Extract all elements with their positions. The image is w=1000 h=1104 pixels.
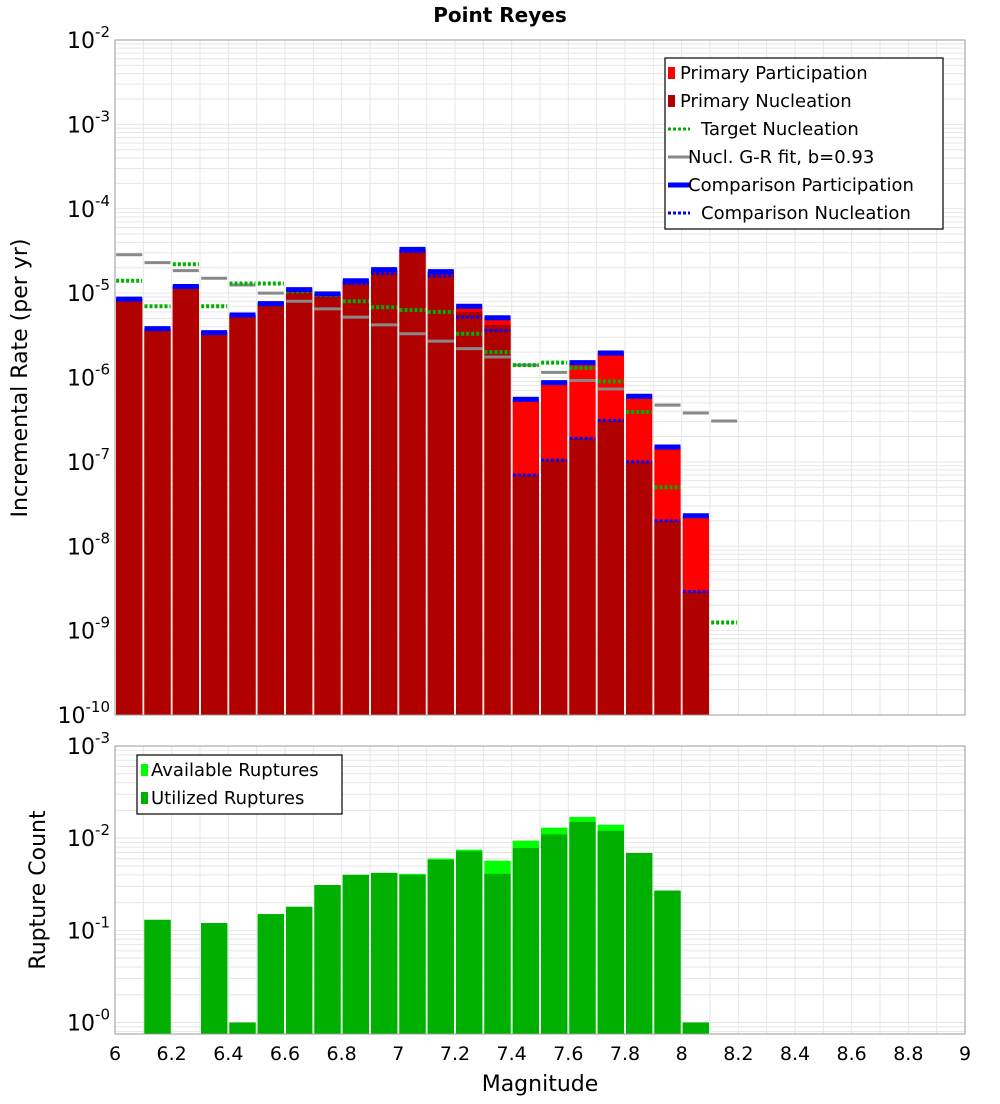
top-y-tick-label: 10-5	[67, 276, 110, 307]
x-tick-label: 6.6	[270, 1043, 300, 1065]
bottom-y-tick-label: 10-0	[67, 1005, 110, 1036]
legend-label: Primary Participation	[680, 63, 868, 84]
utilized-bar	[484, 873, 511, 1034]
nucleation-bar	[399, 249, 426, 716]
utilized-bar	[286, 906, 313, 1034]
nucleation-bar	[654, 520, 681, 715]
bottom-legend-box	[136, 754, 343, 815]
nucleation-bar	[342, 280, 369, 715]
nucleation-bar	[257, 303, 284, 715]
x-tick-label: 8.2	[723, 1043, 753, 1065]
x-tick-label: 8.8	[893, 1043, 923, 1065]
legend-label: Target Nucleation	[700, 119, 859, 140]
nucleation-bar	[286, 289, 313, 715]
top-legend-box	[664, 57, 944, 230]
nucleation-bar	[314, 293, 341, 715]
bottom-y-tick-labels: 10-0 10-1 10-2 10-3	[67, 729, 110, 1036]
top-y-tick-label: 10-2	[67, 23, 110, 54]
utilized-bar	[342, 874, 369, 1034]
nucleation-bar	[541, 460, 568, 715]
x-tick-label: 8	[676, 1043, 688, 1065]
utilized-bar	[371, 872, 398, 1034]
x-tick-label: 6	[109, 1043, 121, 1065]
utilized-bar	[456, 851, 483, 1034]
x-tick-label: 9	[959, 1043, 971, 1065]
bottom-y-tick-label: 10-2	[67, 821, 110, 852]
top-lines	[116, 246, 738, 625]
x-tick-label: 7.4	[497, 1043, 527, 1065]
x-tick-label: 8.4	[780, 1043, 810, 1065]
nucleation-bar	[456, 311, 483, 715]
chart-title: Point Reyes	[433, 3, 567, 27]
top-legend: Primary Participation Primary Nucleation T…	[664, 57, 944, 230]
legend-label: Utilized Ruptures	[151, 788, 304, 809]
top-y-tick-label: 10-3	[67, 107, 110, 138]
utilized-bar	[626, 853, 653, 1034]
nucleation-bar	[116, 299, 143, 715]
nucleation-bar	[682, 591, 709, 715]
utilized-bar	[427, 859, 454, 1034]
x-tick-label: 6.2	[157, 1043, 187, 1065]
utilized-bar	[201, 923, 228, 1034]
utilized-bar	[399, 874, 426, 1034]
x-tick-label: 7	[392, 1043, 404, 1065]
top-y-tick-labels: 10-10 10-9 10-8 10-7 10-6 10-5 10-4 10-3 10-2	[58, 23, 111, 729]
top-y-axis-label: Incremental Rate (per yr)	[8, 239, 33, 518]
top-y-tick-label: 10-6	[67, 361, 110, 392]
nucleation-bar	[427, 271, 454, 715]
bottom-plot-frame	[114, 745, 966, 1035]
nucleation-bar	[172, 286, 199, 715]
nucleation-bar	[597, 420, 624, 715]
bottom-bars	[144, 816, 709, 1034]
utilized-bar	[257, 914, 284, 1034]
utilized-bar	[597, 830, 624, 1034]
x-tick-label: 6.4	[213, 1043, 243, 1065]
top-y-tick-label: 10-8	[67, 529, 110, 560]
x-tick-label: 7.6	[553, 1043, 583, 1065]
nucleation-bar	[512, 474, 539, 715]
nucleation-bar	[371, 269, 398, 715]
utilized-bar	[144, 919, 171, 1034]
x-tick-label: 8.6	[837, 1043, 867, 1065]
nucleation-bar	[229, 315, 256, 715]
top-plot-frame	[114, 39, 966, 716]
legend-label: Comparison Nucleation	[701, 203, 911, 224]
top-y-tick-label: 10-10	[58, 698, 111, 729]
legend-swatch	[668, 67, 675, 79]
bottom-y-tick-label: 10-1	[67, 913, 110, 944]
legend-label: Available Ruptures	[151, 760, 319, 781]
utilized-bar	[654, 890, 681, 1034]
x-axis-label: Magnitude	[482, 1072, 599, 1097]
legend-label: Comparison Participation	[688, 175, 914, 196]
top-y-tick-label: 10-7	[67, 445, 110, 476]
nucleation-bar	[144, 328, 171, 715]
legend-label: Primary Nucleation	[680, 91, 852, 112]
x-tick-label: 7.8	[610, 1043, 640, 1065]
x-tick-label: 7.2	[440, 1043, 470, 1065]
utilized-bar	[569, 821, 596, 1034]
top-bars	[116, 249, 709, 716]
top-y-tick-label: 10-4	[67, 192, 110, 223]
bottom-y-tick-label: 10-3	[67, 729, 110, 760]
utilized-bar	[541, 834, 568, 1034]
x-tick-label: 6.8	[327, 1043, 357, 1065]
nucleation-bar	[201, 332, 228, 715]
nucleation-bar	[626, 461, 653, 715]
bottom-legend: Available Ruptures Utilized Ruptures	[136, 754, 343, 815]
nucleation-bar	[569, 438, 596, 715]
utilized-bar	[682, 1022, 709, 1034]
legend-swatch	[141, 764, 148, 776]
nucleation-bar	[484, 324, 511, 715]
legend-label: Nucl. G-R fit, b=0.93	[688, 147, 874, 168]
legend-swatch	[668, 95, 675, 107]
legend-swatch	[141, 792, 148, 804]
bottom-y-axis-label: Rupture Count	[26, 810, 51, 970]
x-tick-labels: 6 6.2 6.4 6.6 6.8 7 7.2 7.4 7.6 7.8 8 8.2 8.4 8.6 8.8 9	[109, 1043, 971, 1065]
top-y-tick-label: 10-9	[67, 614, 110, 645]
utilized-bar	[229, 1022, 256, 1034]
utilized-bar	[512, 848, 539, 1034]
utilized-bar	[314, 885, 341, 1034]
